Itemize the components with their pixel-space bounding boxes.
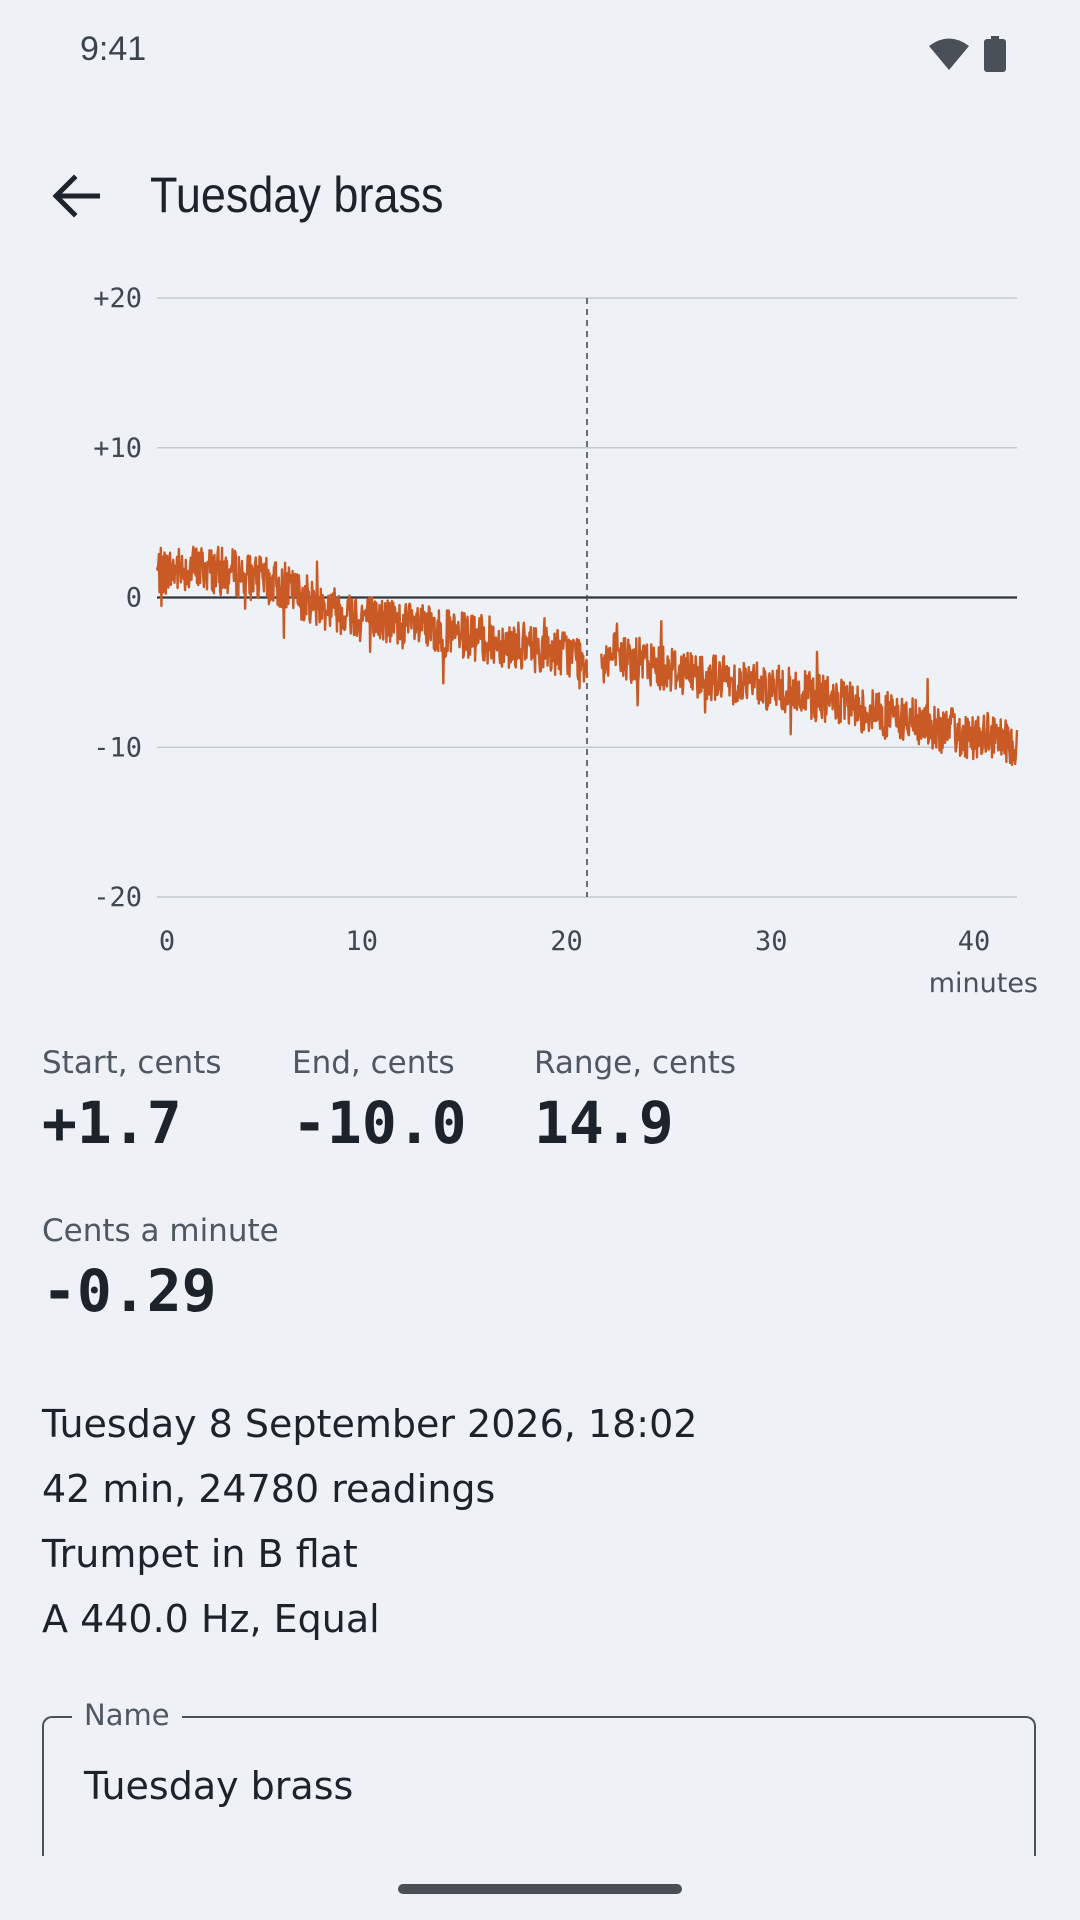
session-duration: 42 min, 24780 readings (42, 1467, 496, 1511)
back-button[interactable] (38, 164, 114, 228)
stat-end: End, cents -10.0 (292, 1045, 467, 1157)
y-tick-label: +10 (93, 433, 142, 464)
stat-start-label: Start, cents (42, 1045, 222, 1081)
x-tick-label: 40 (958, 926, 991, 957)
wifi-icon (929, 38, 969, 70)
x-tick-label: 10 (346, 926, 379, 957)
session-instrument: Trumpet in B flat (42, 1532, 358, 1576)
y-tick-label: -20 (93, 882, 142, 913)
y-tick-label: +20 (93, 283, 142, 314)
session-tuning: A 440.0 Hz, Equal (42, 1597, 380, 1641)
stat-rate-label: Cents a minute (42, 1213, 279, 1249)
stat-end-label: End, cents (292, 1045, 455, 1081)
drift-chart: +20 +10 0 -10 -20 0 10 20 30 40 minutes (0, 270, 1080, 1010)
stat-range-value: 14.9 (534, 1089, 674, 1157)
series-line-2 (600, 620, 1019, 767)
y-tick-label: -10 (93, 732, 142, 763)
name-field[interactable]: Name Tuesday brass (42, 1698, 1036, 1856)
series-line-1 (155, 545, 589, 690)
stat-start: Start, cents +1.7 (42, 1045, 222, 1157)
session-details: Tuesday 8 September 2026, 18:02 42 min, … (42, 1392, 697, 1652)
stat-range-label: Range, cents (534, 1045, 737, 1081)
stat-start-value: +1.7 (42, 1089, 182, 1157)
stat-rate-value: -0.29 (42, 1257, 217, 1325)
stat-rate: Cents a minute -0.29 (42, 1213, 279, 1325)
status-bar: 9:41 (0, 0, 1080, 110)
session-datetime: Tuesday 8 September 2026, 18:02 (42, 1402, 698, 1446)
status-time: 9:41 (80, 30, 147, 68)
x-axis-label: minutes (929, 968, 1038, 999)
x-tick-label: 20 (550, 926, 583, 957)
home-indicator[interactable] (398, 1884, 682, 1894)
x-tick-label: 0 (159, 926, 175, 957)
y-tick-label: 0 (126, 583, 142, 614)
name-field-label: Name (72, 1698, 182, 1732)
battery-icon (984, 36, 1006, 72)
arrow-back-icon (52, 174, 100, 218)
name-input[interactable]: Tuesday brass (84, 1764, 354, 1808)
page-title: Tuesday brass (150, 167, 444, 223)
stat-range: Range, cents 14.9 (534, 1045, 736, 1157)
stat-end-value: -10.0 (292, 1089, 467, 1157)
app-bar: Tuesday brass (0, 148, 1080, 244)
drift-chart-svg: +20 +10 0 -10 -20 0 10 20 30 40 minutes (93, 283, 1038, 999)
status-icons (928, 36, 1006, 72)
x-tick-label: 30 (755, 926, 788, 957)
